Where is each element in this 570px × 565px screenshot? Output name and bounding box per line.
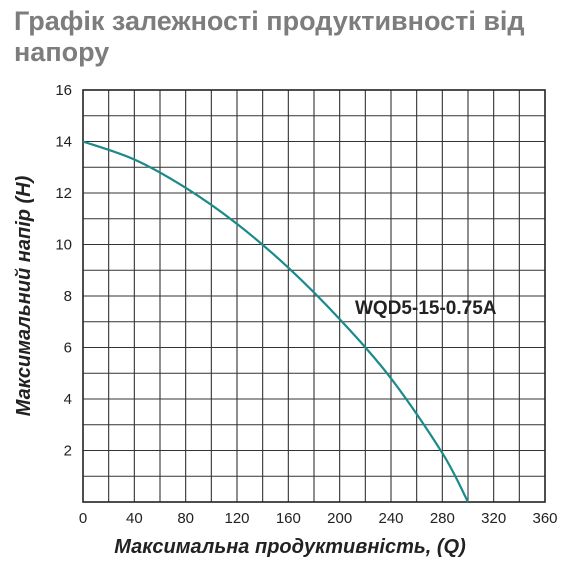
y-tick-label: 16	[55, 82, 72, 99]
x-tick-label: 160	[276, 510, 301, 527]
tick-layer: 0 40 80 120 160 200 240 280 320 360 2 4 6 8 10 12 14 16	[55, 82, 557, 527]
y-tick-label: 4	[64, 391, 72, 408]
y-tick-label: 10	[55, 237, 72, 254]
x-tick-label: 0	[79, 510, 87, 527]
grid-layer	[83, 90, 545, 502]
x-tick-label: 320	[481, 510, 506, 527]
y-tick-label: 6	[64, 340, 72, 357]
chart-title: Графік залежності продуктивності від нап…	[14, 6, 525, 67]
y-axis-label: Максимальний напір (Н)	[13, 175, 35, 416]
x-tick-label: 280	[430, 510, 455, 527]
y-tick-label: 12	[55, 185, 72, 202]
x-axis-label: Максимальна продуктивність, (Q)	[114, 536, 466, 558]
series-label: WQD5-15-0.75A	[355, 298, 497, 319]
series-layer	[82, 140, 469, 503]
x-tick-label: 120	[224, 510, 249, 527]
x-tick-label: 200	[327, 510, 352, 527]
y-tick-label: 2	[64, 443, 72, 460]
series-line	[82, 140, 469, 503]
x-tick-label: 40	[126, 510, 143, 527]
y-tick-label: 14	[55, 134, 72, 151]
y-tick-label: 8	[64, 288, 72, 305]
x-tick-label: 80	[177, 510, 194, 527]
plot-frame	[82, 89, 546, 503]
x-tick-label: 360	[532, 510, 557, 527]
x-tick-label: 240	[378, 510, 403, 527]
